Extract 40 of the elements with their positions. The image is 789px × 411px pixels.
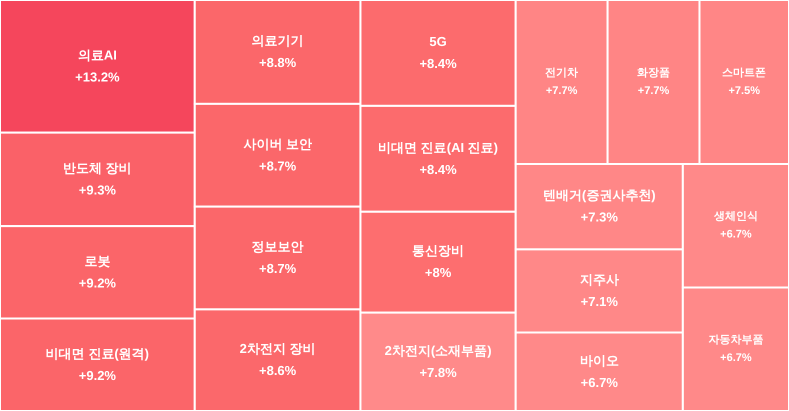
category-label: 스마트폰 — [722, 66, 766, 79]
data-label: +8.8% — [258, 54, 297, 70]
data-label: +6.7% — [720, 352, 752, 364]
data-label: +9.3% — [78, 182, 116, 198]
data-label: +6.7% — [720, 228, 752, 241]
data-label: +7.3% — [580, 210, 618, 225]
category-label: 바이오 — [580, 352, 619, 368]
category-label: 비대면 진료(AI 진료) — [378, 140, 498, 155]
category-label: 자동차부품 — [708, 334, 764, 346]
category-label: 전기차 — [545, 66, 578, 79]
category-label: 사이버 보안 — [243, 136, 312, 152]
category-label: 반도체 장비 — [63, 160, 132, 176]
data-label: +8.7% — [258, 158, 297, 174]
data-label: +7.7% — [638, 84, 670, 97]
data-label: +7.5% — [728, 84, 760, 97]
data-label: +7.8% — [419, 364, 458, 380]
category-label: 비대면 진료(원격) — [46, 346, 150, 361]
data-label: +8.7% — [258, 261, 297, 276]
data-label: +7.1% — [580, 294, 618, 309]
category-label: 통신장비 — [412, 243, 464, 258]
data-label: +8.6% — [258, 363, 297, 378]
category-label: 정보보안 — [252, 239, 304, 254]
category-label: 2차전지 장비 — [240, 341, 316, 356]
category-label: 2차전지(소재부품) — [384, 342, 492, 358]
category-label: 텐배거(증권사추천) — [542, 188, 656, 203]
data-label: +8% — [424, 265, 452, 280]
data-label: +6.7% — [580, 374, 618, 390]
data-label: +9.2% — [78, 275, 116, 290]
category-label: 생체인식 — [712, 210, 758, 223]
data-label: +8.4% — [419, 162, 458, 177]
data-label: +7.7% — [546, 84, 578, 97]
category-label: 로봇 — [84, 253, 110, 268]
category-label: 5G — [429, 34, 447, 49]
category-label: 의료기기 — [252, 32, 304, 48]
category-label: 지주사 — [580, 272, 619, 287]
category-label: 화장품 — [637, 66, 670, 79]
data-label: +13.2% — [75, 69, 120, 84]
data-label: +9.2% — [78, 368, 116, 383]
data-label: +8.4% — [419, 56, 458, 71]
category-label: 의료AI — [78, 47, 117, 62]
